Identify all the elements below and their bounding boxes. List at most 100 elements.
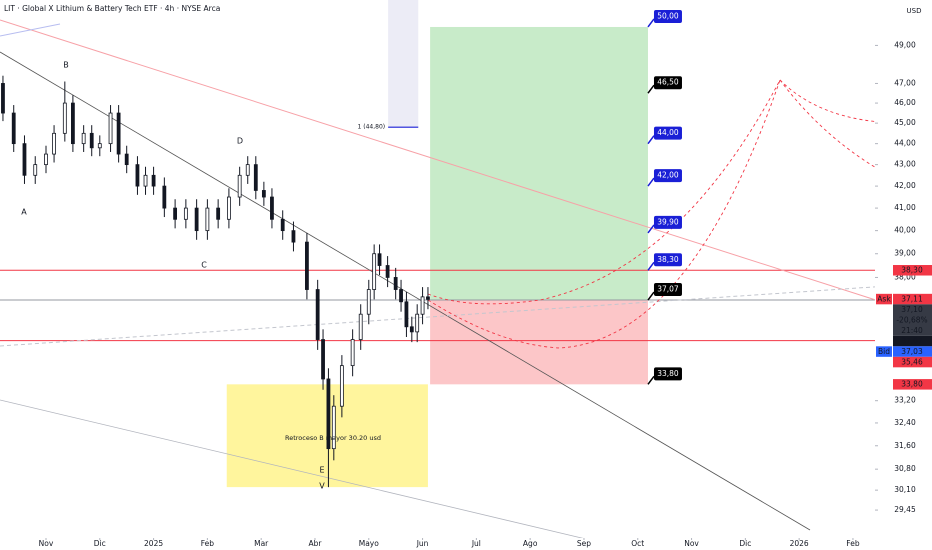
candle-body [315, 289, 320, 340]
candle-body [339, 365, 344, 407]
target-pointer [647, 84, 655, 94]
target-pointer [647, 135, 655, 145]
x-tick-label: Sep [577, 539, 591, 548]
candle-body [11, 112, 16, 145]
x-tick-label: Feb [201, 539, 215, 548]
candle-body [377, 253, 382, 266]
candle-body [261, 190, 266, 198]
trend-line [0, 51, 811, 531]
target-label: 50,00 [657, 11, 679, 20]
target-box [653, 9, 682, 23]
target-box [653, 126, 682, 140]
wave-label: V [319, 482, 325, 491]
x-tick-label: Nov [684, 539, 699, 548]
candle-body [151, 174, 156, 187]
candle-body [321, 339, 325, 380]
candle-body [108, 112, 113, 145]
candle-body [270, 196, 274, 220]
y-tick-label: 43,00 [894, 160, 916, 169]
candle-body [216, 207, 221, 220]
candle-body [33, 164, 38, 176]
y-tick-label: 41,00 [894, 203, 916, 212]
price-tag-kind-text: Ask [877, 294, 891, 303]
y-tick-label: 44,00 [894, 139, 916, 148]
candle-body [253, 164, 258, 191]
candle-body [305, 241, 309, 290]
target-label: 37,07 [657, 285, 679, 294]
x-tick-label: Feb [846, 539, 860, 548]
trend-line [0, 399, 591, 541]
x-tick-label: Mayo [359, 539, 380, 548]
candle-body [350, 339, 355, 367]
y-tick-label: 30,80 [894, 464, 916, 473]
x-tick-label: Jul [471, 539, 481, 548]
candle-body [162, 185, 167, 209]
y-tick-label: 29,45 [894, 505, 916, 514]
price-tag-text: 35,46 [901, 357, 923, 366]
candle-body [426, 296, 430, 300]
target-pointer [647, 375, 655, 385]
price-tag [893, 304, 932, 336]
profit-zone [430, 26, 648, 301]
currency: USD [907, 7, 922, 15]
candle-body [81, 132, 86, 145]
candle-body [1, 83, 5, 114]
candle-body [124, 153, 129, 166]
x-tick-label: Oct [631, 539, 644, 548]
candle-body [399, 289, 403, 303]
target-label: 44,00 [657, 128, 679, 137]
candle-body [227, 196, 231, 220]
x-tick-label: Abr [308, 539, 322, 548]
wave-labels: A B C D E V Retroceso B mayor 30.20 usd [21, 61, 381, 491]
candle-body [116, 112, 121, 155]
grid [0, 269, 875, 342]
candle-body [62, 102, 67, 134]
target-pointer [647, 177, 655, 187]
candle-body [385, 265, 390, 278]
time-axis [0, 538, 932, 550]
chart-title: LIT · Global X Lithium & Battery Tech ET… [4, 4, 220, 13]
candle-body [22, 143, 27, 176]
price-tag-text: 21:40 [901, 326, 923, 335]
loss-zone [430, 300, 648, 385]
price-tag-text: 33,80 [901, 380, 923, 389]
candle-body [326, 378, 331, 450]
price-tag [893, 346, 932, 357]
wave-label: E [319, 466, 324, 475]
drawings [0, 19, 932, 541]
y-tick-label: 46,00 [894, 98, 916, 107]
candle-body [415, 313, 420, 333]
candles [1, 75, 430, 488]
y-tick-label: 39,00 [894, 249, 916, 258]
price-tag-text: 37,03 [901, 347, 923, 356]
candle-body [331, 405, 336, 450]
projection-line [0, 282, 932, 347]
price-tag-text: -20,68% [896, 315, 927, 324]
candle-body [291, 230, 296, 243]
candle-body [194, 207, 199, 232]
target-pointer [647, 18, 655, 28]
candle-body [237, 174, 242, 198]
target-box [653, 215, 682, 229]
y-tick-label: 32,40 [894, 418, 916, 427]
target-box [653, 169, 682, 183]
wave-label: C [201, 261, 207, 270]
x-tick-label: 2026 [790, 539, 809, 548]
x-tick-label: Mar [254, 539, 269, 548]
target-label: 38,30 [657, 255, 679, 264]
x-tick-label: Ago [523, 539, 538, 548]
y-tick-label: 40,00 [894, 226, 916, 235]
fib-label: 1 (44,80) [358, 124, 386, 131]
candle-body [70, 102, 75, 145]
target-label: 39,90 [657, 217, 679, 226]
fib-zone [388, 0, 419, 128]
candle-body [366, 289, 371, 315]
candle-body [358, 313, 363, 340]
y-tick-label: 38,00 [894, 272, 916, 281]
price-tag-kind [876, 346, 892, 357]
axes: 49,00 47,00 46,00 45,00 44,00 43,00 42,00 41,00… [39, 40, 932, 548]
target-label: 33,80 [657, 369, 679, 378]
candle-body [44, 153, 48, 166]
candle-body [205, 207, 210, 232]
